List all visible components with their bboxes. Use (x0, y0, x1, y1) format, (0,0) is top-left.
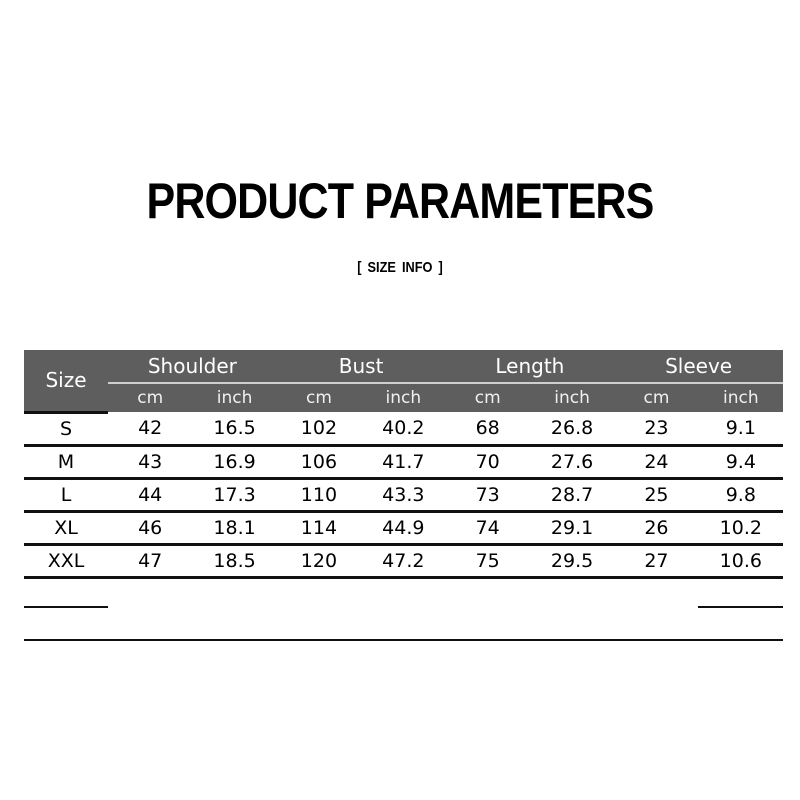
value-cell: 120 (276, 544, 362, 579)
group-header-length: Length (445, 350, 615, 384)
value-cell: 29.1 (529, 511, 615, 546)
value-cell: 44.9 (361, 511, 446, 546)
value-cell: 44 (108, 478, 193, 513)
value-cell: 26.8 (529, 412, 615, 447)
unit-header: cm (445, 383, 530, 412)
value-cell: 26 (614, 511, 699, 546)
value-cell: 73 (445, 478, 530, 513)
table-row: M 43 16.9 106 41.7 70 27.6 24 9.4 (24, 445, 783, 480)
table-row: XL 46 18.1 114 44.9 74 29.1 26 10.2 (24, 511, 783, 546)
page-title: PRODUCT PARAMETERS (146, 173, 655, 229)
group-header-bust: Bust (276, 350, 446, 384)
value-cell: 46 (108, 511, 193, 546)
value-cell: 9.4 (698, 445, 783, 480)
value-cell: 25 (614, 478, 699, 513)
value-cell: 9.1 (698, 412, 783, 447)
value-cell: 28.7 (529, 478, 615, 513)
page-subtitle: [ SIZE INFO ] (357, 259, 443, 276)
table-row: L 44 17.3 110 43.3 73 28.7 25 9.8 (24, 478, 783, 513)
size-cell: S (24, 412, 108, 447)
value-cell: 114 (276, 511, 362, 546)
value-cell: 9.8 (698, 478, 783, 513)
size-cell: M (24, 445, 108, 480)
value-cell: 42 (108, 412, 193, 447)
size-cell: XXL (24, 544, 108, 579)
divider-full (24, 639, 783, 641)
unit-header: inch (529, 383, 615, 412)
value-cell: 24 (614, 445, 699, 480)
value-cell: 18.1 (192, 511, 277, 546)
value-cell: 10.6 (698, 544, 783, 579)
value-cell: 27.6 (529, 445, 615, 480)
value-cell: 68 (445, 412, 530, 447)
value-cell: 27 (614, 544, 699, 579)
divider-left (24, 606, 108, 608)
size-cell: L (24, 478, 108, 513)
unit-header: cm (108, 383, 193, 412)
table-row: XXL 47 18.5 120 47.2 75 29.5 27 10.6 (24, 544, 783, 579)
value-cell: 18.5 (192, 544, 277, 579)
unit-header: cm (614, 383, 699, 412)
unit-header: cm (276, 383, 362, 412)
size-cell: XL (24, 511, 108, 546)
value-cell: 102 (276, 412, 362, 447)
value-cell: 43 (108, 445, 193, 480)
size-header: Size (24, 350, 108, 414)
value-cell: 23 (614, 412, 699, 447)
unit-header: inch (361, 383, 446, 412)
value-cell: 47 (108, 544, 193, 579)
value-cell: 10.2 (698, 511, 783, 546)
group-header-shoulder: Shoulder (108, 350, 277, 384)
value-cell: 70 (445, 445, 530, 480)
value-cell: 41.7 (361, 445, 446, 480)
value-cell: 40.2 (361, 412, 446, 447)
value-cell: 74 (445, 511, 530, 546)
value-cell: 47.2 (361, 544, 446, 579)
group-header-sleeve: Sleeve (614, 350, 783, 384)
table-row: S 42 16.5 102 40.2 68 26.8 23 9.1 (24, 412, 783, 447)
unit-header: inch (192, 383, 277, 412)
value-cell: 16.9 (192, 445, 277, 480)
value-cell: 43.3 (361, 478, 446, 513)
value-cell: 110 (276, 478, 362, 513)
value-cell: 16.5 (192, 412, 277, 447)
value-cell: 75 (445, 544, 530, 579)
divider-right (698, 606, 783, 608)
value-cell: 29.5 (529, 544, 615, 579)
unit-header: inch (698, 383, 783, 412)
size-table: Size Shoulder Bust Length Sleeve cm inch cm in… (24, 350, 783, 579)
value-cell: 106 (276, 445, 362, 480)
value-cell: 17.3 (192, 478, 277, 513)
